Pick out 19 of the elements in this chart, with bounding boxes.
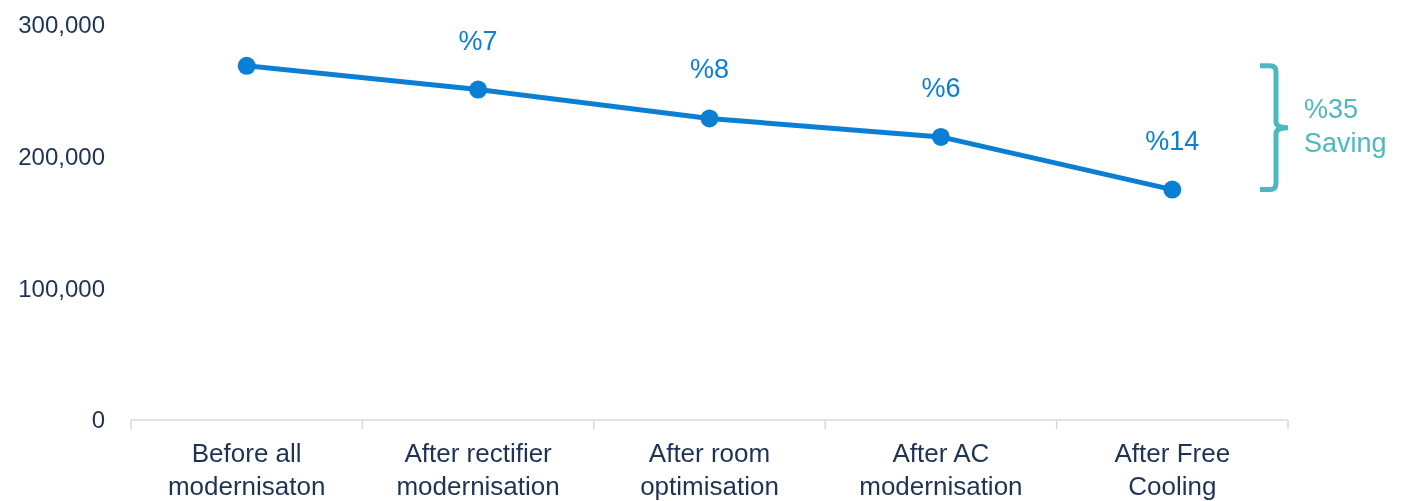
y-tick-label: 0 xyxy=(91,406,105,434)
y-tick-label: 300,000 xyxy=(18,11,105,39)
point xyxy=(700,109,719,128)
annotation: %8 xyxy=(689,54,730,85)
x-tick-label: After AC modernisation xyxy=(859,438,1023,501)
y-tick-label: 100,000 xyxy=(18,274,105,302)
point xyxy=(237,56,256,75)
point xyxy=(931,127,950,146)
x-tick-label: After rectifier modernisation xyxy=(396,438,560,501)
x-tick-label: After Free Cooling xyxy=(1114,438,1231,501)
annotation: %14 xyxy=(1145,125,1200,156)
point xyxy=(469,80,488,99)
y-tick-label: 200,000 xyxy=(18,143,105,171)
text: %35 Saving xyxy=(1304,93,1387,158)
x-tick-label: Before all modernisaton xyxy=(167,438,326,501)
x-tick-label: After room optimisation xyxy=(640,438,779,501)
point xyxy=(1163,180,1182,199)
annotation: %6 xyxy=(921,72,961,103)
annotation: %7 xyxy=(458,25,498,56)
